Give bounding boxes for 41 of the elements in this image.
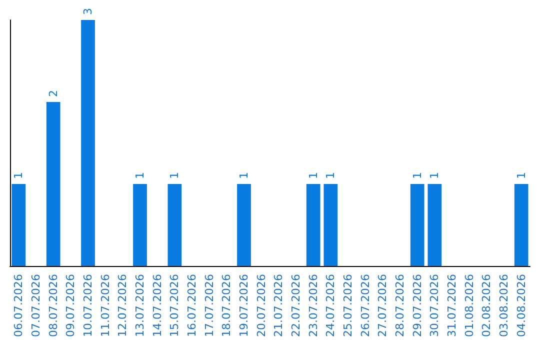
data-label: 1 [324, 172, 338, 180]
x-tick-label: 20.07.2026 [254, 274, 268, 338]
data-label: 1 [238, 172, 250, 180]
x-tick-label: 06.07.2026 [12, 274, 26, 338]
data-label: 2 [46, 90, 60, 98]
x-tick-label: 21.07.2026 [272, 274, 286, 338]
data-label: 1 [410, 172, 424, 180]
x-tick-label: 23.07.2026 [306, 274, 320, 338]
data-label: 1 [306, 172, 320, 180]
x-tick-label: 03.08.2026 [498, 274, 510, 338]
x-tick-label: 28.07.2026 [394, 274, 406, 338]
x-tick-label: 25.07.2026 [342, 274, 354, 338]
data-label: 3 [82, 8, 94, 15]
x-tick-label: 07.07.2026 [30, 274, 42, 338]
x-tick-label: 01.08.2026 [462, 274, 476, 338]
x-tick-label: 15.07.2026 [168, 274, 182, 338]
x-tick-label: 10.07.2026 [82, 274, 94, 338]
x-tick-label: 29.07.2026 [410, 274, 424, 338]
x-tick-label: 24.07.2026 [324, 274, 338, 338]
x-tick-label: 26.07.2026 [358, 274, 372, 338]
x-tick-label: 18.07.2026 [220, 274, 234, 338]
x-tick-label: 30.07.2026 [428, 274, 442, 338]
x-tick-label: 02.08.2026 [480, 274, 494, 338]
x-tick-label: 08.07.2026 [46, 274, 60, 338]
x-tick-label: 27.07.2026 [376, 274, 390, 338]
data-label: 1 [12, 172, 26, 180]
data-label: 1 [514, 172, 528, 180]
x-tick-label: 31.07.2026 [446, 274, 458, 338]
x-tick-label: 16.07.2026 [186, 274, 198, 338]
x-tick-label: 11.07.2026 [98, 274, 112, 338]
x-tick-label: 19.07.2026 [238, 274, 250, 338]
x-tick-label: 17.07.2026 [202, 274, 216, 338]
x-tick-label: 12.07.2026 [116, 274, 130, 338]
x-tick-label: 14.07.2026 [150, 274, 164, 338]
data-label: 1 [168, 172, 182, 180]
x-tick-label: 22.07.2026 [290, 274, 302, 338]
x-tick-label: 04.08.2026 [514, 274, 528, 338]
data-label: 1 [134, 172, 146, 180]
x-tick-label: 09.07.2026 [64, 274, 78, 338]
data-label: 1 [428, 172, 442, 180]
x-tick-label: 13.07.2026 [134, 274, 146, 338]
